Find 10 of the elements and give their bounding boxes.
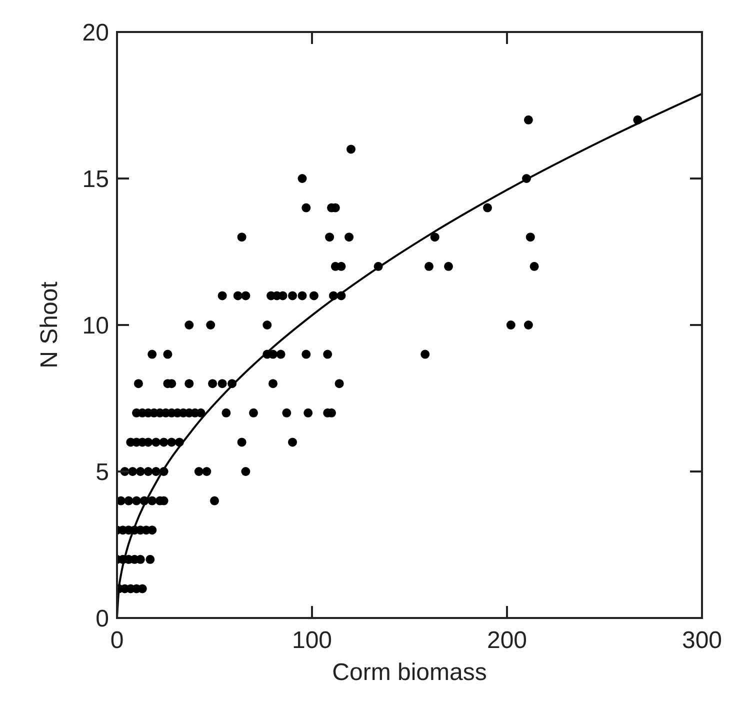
y-tick-label: 0 bbox=[96, 605, 109, 632]
y-tick-label: 20 bbox=[82, 19, 109, 46]
y-tick-label: 10 bbox=[82, 312, 109, 340]
x-tick-label: 300 bbox=[682, 627, 722, 654]
y-tick-label: 15 bbox=[82, 166, 109, 193]
x-axis-title: Corm biomass bbox=[332, 659, 487, 686]
y-tick-label: 5 bbox=[96, 458, 109, 486]
y-axis-title: N Shoot bbox=[36, 281, 63, 368]
x-tick-label: 200 bbox=[486, 627, 528, 654]
x-tick-label: 100 bbox=[292, 627, 332, 654]
